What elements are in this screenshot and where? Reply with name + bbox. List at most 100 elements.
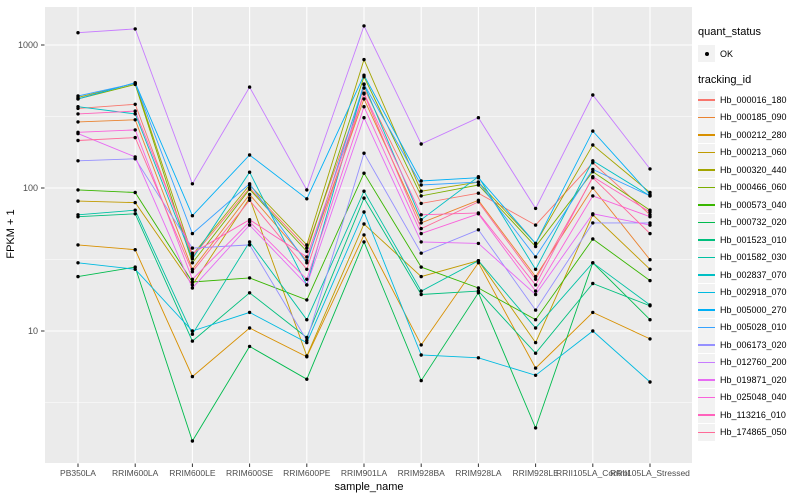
- legend-key-box: [698, 371, 715, 389]
- data-point: [247, 240, 252, 244]
- data-point: [247, 153, 252, 157]
- data-point: [362, 171, 366, 175]
- data-point: [591, 310, 595, 315]
- data-point: [133, 190, 137, 195]
- data-point: [76, 213, 80, 217]
- legend-item-label: Hb_000320_440: [720, 164, 787, 175]
- data-point: [648, 303, 652, 307]
- data-point: [190, 231, 195, 236]
- data-point: [533, 426, 538, 430]
- legend-swatch-line: [698, 344, 715, 346]
- data-point: [190, 246, 195, 250]
- data-point: [133, 155, 137, 159]
- legend-item: Hb_001582_030: [698, 248, 798, 267]
- x-tick-label: RRII105LA_Stressed: [610, 468, 690, 478]
- data-point: [190, 182, 195, 186]
- legend-item: Hb_174865_050: [698, 423, 798, 442]
- data-point: [133, 109, 137, 113]
- data-point: [133, 200, 137, 205]
- x-tick-label: RRIM600LA: [112, 468, 159, 478]
- legend-key-box: [698, 108, 715, 126]
- legend-key-box: [698, 213, 715, 231]
- x-tick-label: RRIM928BA: [398, 468, 446, 478]
- legend-item-label: Hb_012760_200: [720, 357, 787, 368]
- legend-key-box: [698, 388, 715, 406]
- data-point: [247, 170, 252, 174]
- data-point: [419, 289, 423, 293]
- legend-item-label: Hb_019871_020: [720, 374, 787, 385]
- legend-item: Hb_000016_180: [698, 91, 798, 109]
- legend-title-quant-status: quant_status: [698, 26, 761, 38]
- data-point: [419, 142, 423, 146]
- y-tick-label: 100: [23, 183, 38, 193]
- data-point: [591, 176, 595, 180]
- data-point: [533, 366, 538, 370]
- data-point: [533, 326, 538, 330]
- data-point: [476, 200, 481, 204]
- data-point: [247, 198, 252, 202]
- legend-key-box: [698, 406, 715, 424]
- legend-swatch-line: [698, 169, 715, 171]
- data-point: [76, 159, 80, 163]
- data-point: [476, 259, 481, 263]
- data-point: [362, 222, 366, 226]
- legend-swatch-line: [698, 204, 715, 206]
- x-tick-label: RRIM901LA: [341, 468, 388, 478]
- data-point: [247, 192, 252, 197]
- data-point: [133, 102, 137, 107]
- legend-swatch-line: [698, 99, 715, 101]
- data-point: [476, 211, 481, 215]
- data-point: [476, 191, 481, 195]
- data-point: [247, 344, 252, 349]
- data-point: [648, 318, 652, 322]
- data-point: [247, 218, 252, 222]
- data-point: [76, 94, 80, 98]
- legend-item-label: Hb_000732_020: [720, 217, 787, 228]
- legend-item: Hb_000185_090: [698, 108, 798, 127]
- legend: quant_status OK tracking_id Hb_000016_18…: [698, 26, 798, 441]
- data-point: [190, 251, 195, 255]
- y-tick-label: 1000: [18, 40, 38, 50]
- legend-item: Hb_000213_060: [698, 143, 798, 162]
- legend-swatch-line: [698, 361, 715, 364]
- legend-key-box: [698, 91, 715, 109]
- data-point: [648, 231, 652, 236]
- data-point: [362, 196, 366, 200]
- data-point: [76, 261, 80, 265]
- data-point: [133, 27, 137, 31]
- data-point: [591, 186, 595, 190]
- legend-item-label: Hb_000185_090: [720, 112, 787, 123]
- data-point: [190, 267, 195, 271]
- data-point: [419, 378, 423, 383]
- data-point: [533, 244, 538, 249]
- data-point: [419, 274, 423, 279]
- line-chart: PB350LA RRIM600LA RRIM600LE RRIM600SE RRIM60…: [18, 7, 692, 478]
- x-tick-label: RRII105LA_Control: [556, 468, 630, 478]
- data-point: [591, 129, 595, 133]
- legend-key-box: [698, 423, 715, 441]
- legend-item: Hb_005028_010: [698, 318, 798, 337]
- data-point: [362, 73, 366, 77]
- data-point: [76, 243, 80, 247]
- data-point: [190, 214, 195, 218]
- legend-key-box: [698, 283, 715, 301]
- plot-panel: [45, 7, 692, 463]
- legend-item: Hb_002918_070: [698, 283, 798, 302]
- legend-items: Hb_000016_180 Hb_000185_090 Hb_000212_280 H…: [698, 91, 798, 441]
- legend-item-ok: OK: [698, 45, 798, 62]
- data-point: [476, 183, 481, 187]
- legend-item-label: Hb_113216_010: [720, 409, 786, 420]
- data-point: [419, 194, 423, 198]
- data-point: [591, 212, 595, 216]
- legend-swatch-line: [698, 291, 715, 294]
- data-point: [362, 116, 366, 120]
- point-icon: [704, 51, 709, 56]
- legend-key-box: [698, 266, 715, 284]
- data-point: [476, 116, 481, 120]
- legend-item-label: Hb_001582_030: [720, 252, 787, 263]
- legend-item: Hb_000212_280: [698, 126, 798, 144]
- legend-item-label: Hb_002918_070: [720, 287, 787, 298]
- data-point: [305, 298, 309, 302]
- legend-item: Hb_001523_010: [698, 231, 798, 249]
- data-point: [648, 267, 652, 271]
